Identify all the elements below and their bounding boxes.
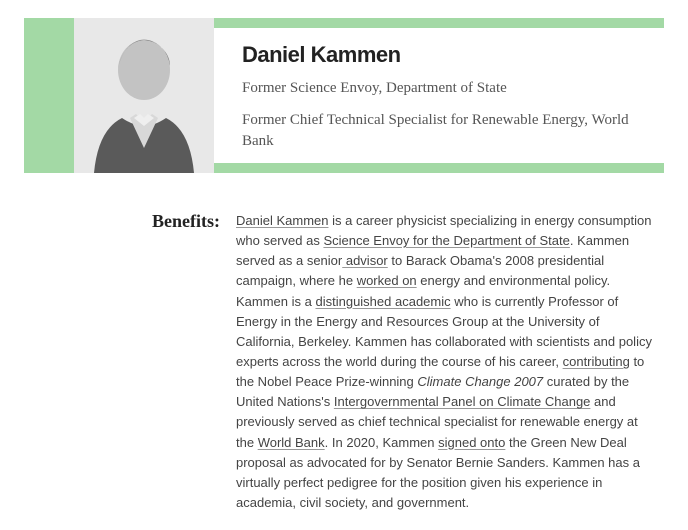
- benefits-label: Benefits:: [152, 211, 220, 231]
- inline-link[interactable]: World Bank: [258, 435, 325, 450]
- inline-link[interactable]: signed onto: [438, 435, 505, 450]
- inline-link[interactable]: Science Envoy for the Department of Stat…: [323, 233, 569, 248]
- inline-link[interactable]: distinguished academic: [315, 294, 450, 309]
- profile-card: Daniel Kammen Former Science Envoy, Depa…: [0, 0, 688, 513]
- inline-link[interactable]: contributing: [563, 354, 630, 369]
- benefits-paragraph: Daniel Kammen is a career physicist spec…: [236, 211, 664, 513]
- inline-link[interactable]: worked on: [357, 273, 417, 288]
- profile-photo: [74, 18, 214, 173]
- title-block: Daniel Kammen Former Science Envoy, Depa…: [214, 28, 644, 163]
- inline-link[interactable]: Daniel Kammen: [236, 213, 329, 228]
- inline-link[interactable]: Intergovernmental Panel on Climate Chang…: [334, 394, 591, 409]
- label-column: Benefits:: [24, 211, 236, 513]
- header-band: Daniel Kammen Former Science Envoy, Depa…: [24, 18, 664, 173]
- person-name: Daniel Kammen: [242, 42, 644, 68]
- header-content: Daniel Kammen Former Science Envoy, Depa…: [74, 28, 664, 163]
- body-section: Benefits: Daniel Kammen is a career phys…: [24, 183, 664, 513]
- role-line-2: Former Chief Technical Specialist for Re…: [242, 110, 644, 151]
- inline-link[interactable]: advisor: [342, 253, 388, 268]
- italic-title: Climate Change 2007: [417, 374, 543, 389]
- role-line-1: Former Science Envoy, Department of Stat…: [242, 78, 644, 98]
